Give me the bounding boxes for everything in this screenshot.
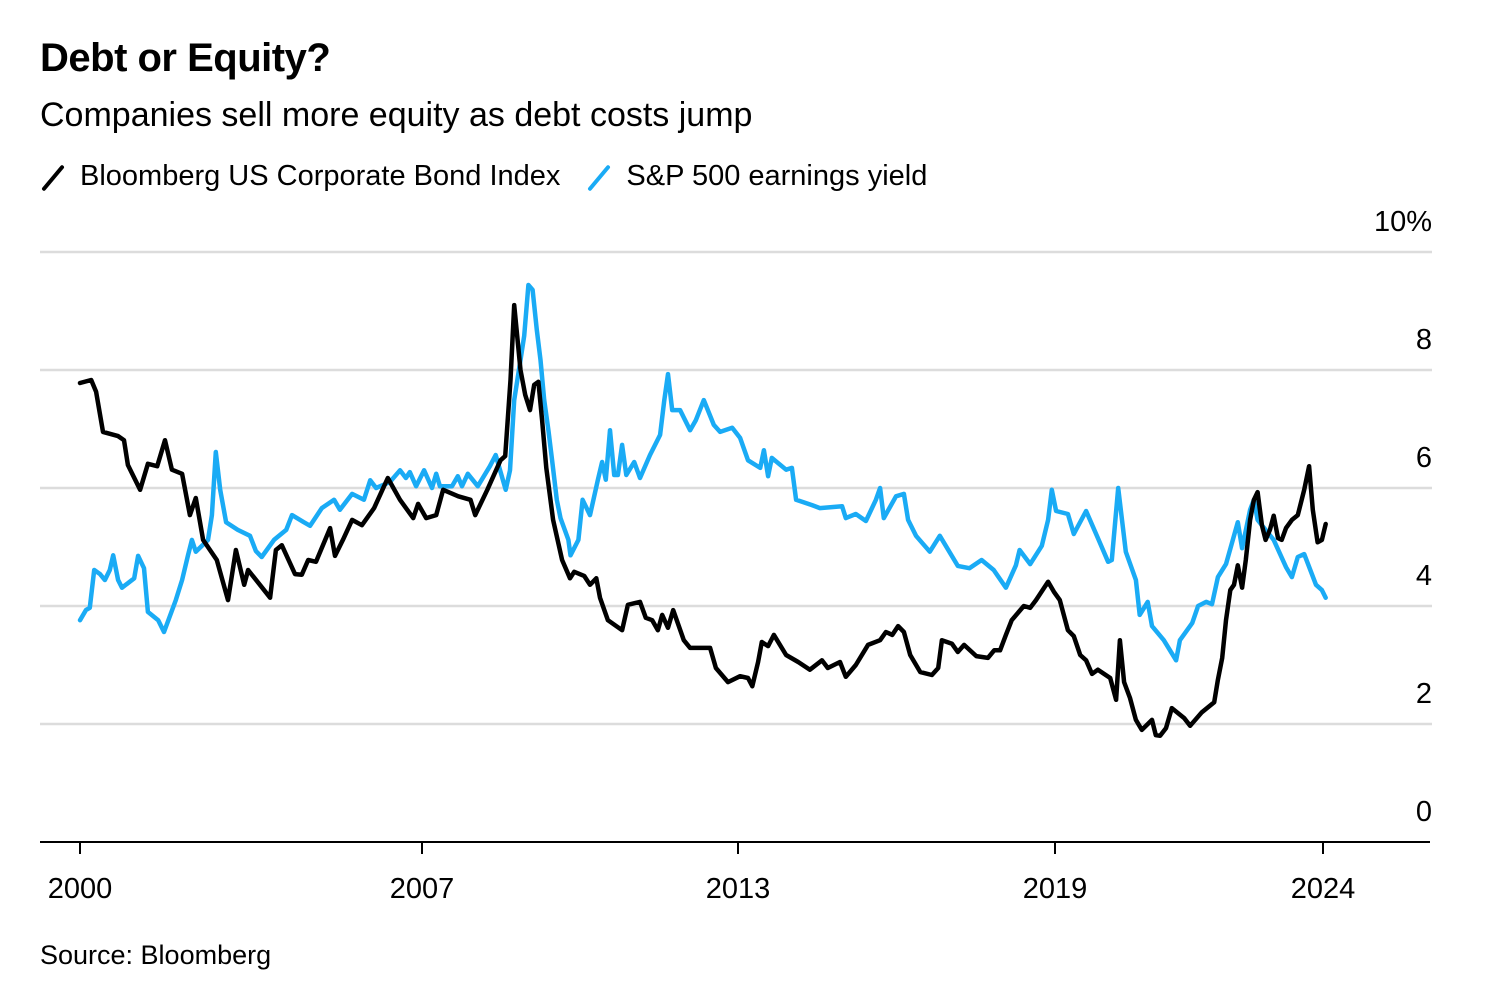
x-tick-label: 2013 (706, 873, 771, 905)
series-line-earnings-yield (77, 282, 1328, 663)
y-tick-label: 2 (1416, 678, 1432, 710)
legend-label: S&P 500 earnings yield (626, 160, 928, 192)
legend-item-bond-index: Bloomberg US Corporate Bond Index (40, 160, 560, 193)
legend: Bloomberg US Corporate Bond Index S&P 50… (40, 160, 953, 193)
y-tick-label: 0 (1416, 796, 1432, 828)
source-note: Source: Bloomberg (40, 940, 272, 970)
x-tick-label: 2019 (1023, 873, 1088, 905)
x-tick-label: 2000 (48, 873, 113, 905)
y-tick-label: 8 (1416, 324, 1432, 356)
chart-subtitle: Companies sell more equity as debt costs… (40, 96, 753, 134)
y-tick-label: 10% (1374, 206, 1432, 238)
y-tick-label: 6 (1416, 442, 1432, 474)
chart-title: Debt or Equity? (40, 36, 331, 80)
y-tick-label: 4 (1416, 560, 1432, 592)
series-line-bond-index (77, 302, 1328, 739)
x-tick-label: 2024 (1291, 873, 1356, 905)
legend-label: Bloomberg US Corporate Bond Index (80, 160, 561, 192)
x-tick-label: 2007 (390, 873, 455, 905)
legend-item-earnings-yield: S&P 500 earnings yield (586, 160, 927, 193)
